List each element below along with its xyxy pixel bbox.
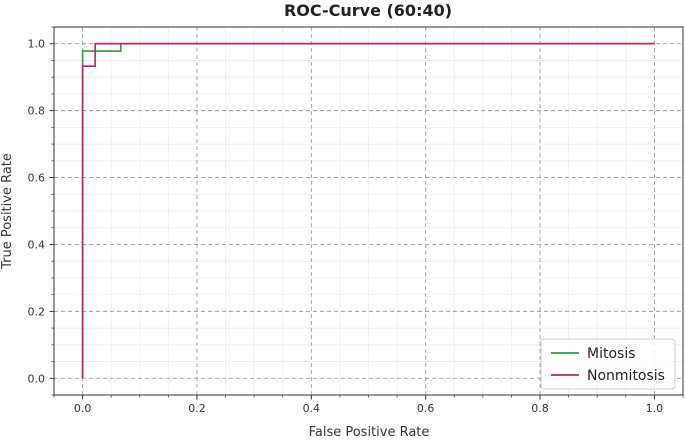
legend: Mitosis Nonmitosis [540,338,676,390]
legend-label-mitosis: Mitosis [587,346,636,362]
x-tick-label: 0.8 [531,402,549,415]
y-tick-label: 0.8 [28,105,46,118]
series-layer [81,42,655,379]
minor-grid [53,26,684,396]
axis-ticks: 0.0 0.2 0.4 0.6 0.8 1.0 0.0 0.2 0.4 0.6 0.8 1.0 [28,26,684,415]
y-tick-label: 0.0 [28,372,46,385]
x-axis-label: False Positive Rate [309,425,430,440]
plot-frame [53,26,684,396]
x-tick-label: 0.2 [188,402,206,415]
legend-label-nonmitosis: Nonmitosis [587,368,665,384]
y-tick-label: 0.6 [28,172,46,185]
x-tick-label: 0.6 [417,402,435,415]
y-tick-label: 0.4 [28,238,46,251]
y-tick-label: 0.2 [28,305,46,318]
chart-title: ROC-Curve (60:40) [284,1,452,20]
y-tick-label: 1.0 [28,38,46,51]
x-tick-label: 0.4 [303,402,321,415]
y-axis-label: True Positive Rate [0,153,15,270]
x-tick-label: 1.0 [646,402,664,415]
series-line-nonmitosis [81,42,655,379]
legend-box [540,338,676,390]
x-tick-label: 0.0 [74,402,92,415]
